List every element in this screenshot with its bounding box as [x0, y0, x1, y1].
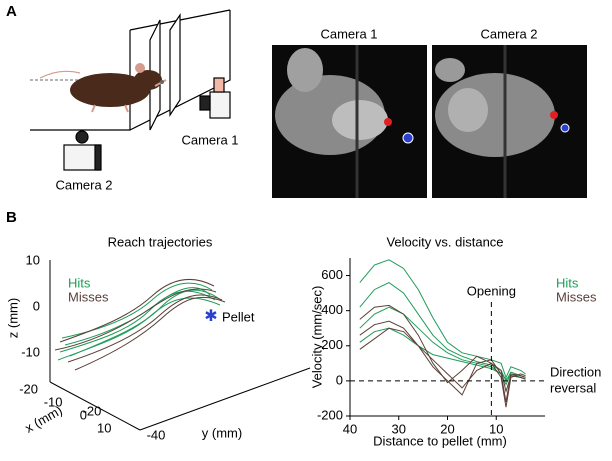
tick-label: 30: [392, 421, 406, 436]
plot-title: Reach trajectories: [108, 234, 213, 249]
tick-label: 400: [321, 302, 343, 317]
axis-label: Velocity (mm/sec): [309, 286, 324, 389]
tick-label: -40: [147, 427, 166, 442]
schematic: [30, 9, 231, 171]
photo-title: Camera 1: [320, 26, 377, 41]
tick-label: 20: [440, 421, 454, 436]
legend-entry: Hits: [556, 275, 579, 290]
axis-label: z (mm): [5, 298, 20, 338]
velocity-line: [359, 320, 526, 403]
tick-label: -200: [317, 407, 343, 422]
tick-label: 0: [336, 372, 343, 387]
velocity-line: [359, 304, 526, 408]
tick-label: -20: [19, 381, 38, 396]
tick-label: 600: [321, 267, 343, 282]
tick-label: 10: [489, 421, 503, 436]
camera-label: Camera 1: [181, 132, 238, 147]
tick-label: -10: [21, 344, 40, 359]
plot-title: Velocity vs. distance: [386, 234, 503, 249]
tick-label: -20: [83, 403, 102, 418]
tick-label: 200: [321, 337, 343, 352]
pellet-marker: ✱: [204, 308, 217, 325]
velocity-line: [359, 259, 526, 379]
velocity-line: [359, 327, 526, 380]
axis-label: y (mm): [202, 425, 242, 440]
camera-label: Camera 2: [55, 177, 112, 192]
legend-entry: Hits: [68, 275, 91, 290]
annotation: Pellet: [222, 309, 255, 324]
tick-label: 10: [26, 252, 40, 267]
tick-label: 40: [343, 421, 357, 436]
legend-entry: Misses: [556, 289, 597, 304]
photo: [272, 45, 427, 198]
tick-label: 0: [33, 298, 40, 313]
annotation: Direction: [550, 364, 601, 379]
axis-label: Distance to pellet (mm): [373, 433, 507, 448]
legend-entry: Misses: [68, 289, 109, 304]
tick-label: -10: [44, 394, 63, 409]
panel-label: B: [6, 209, 17, 226]
velocity-line: [359, 282, 526, 382]
photo: [432, 45, 587, 198]
annotation: Opening: [467, 283, 516, 298]
velocity-line: [359, 327, 526, 394]
tick-label: 10: [97, 420, 111, 435]
tick-label: 0: [80, 407, 87, 422]
panel-label: A: [6, 3, 17, 20]
annotation: reversal: [550, 380, 596, 395]
trajectories: [54, 278, 226, 371]
photo-title: Camera 2: [480, 26, 537, 41]
velocity-line: [359, 306, 526, 386]
axes-3d: [49, 260, 311, 431]
